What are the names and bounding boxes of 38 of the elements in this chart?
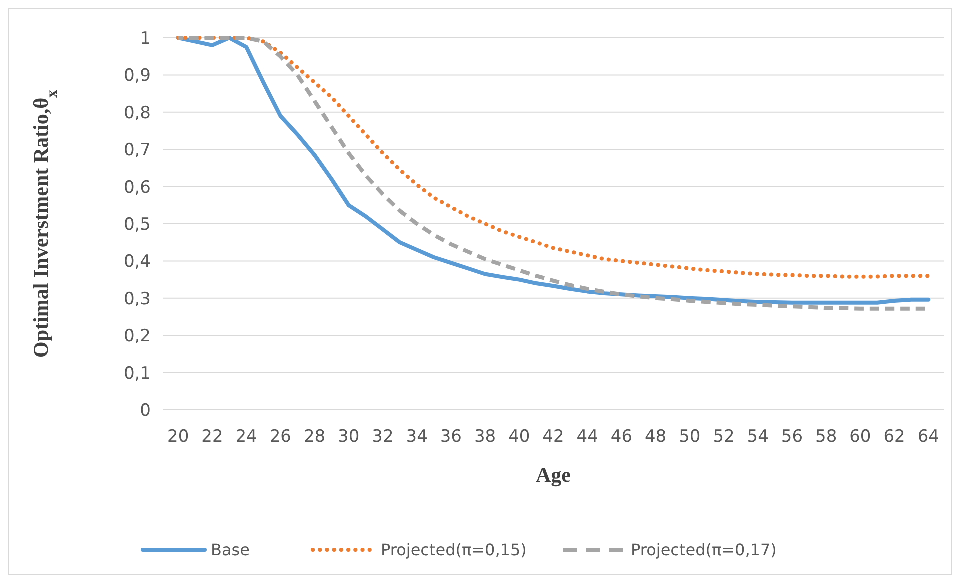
x-tick-label: 30 bbox=[338, 427, 360, 447]
x-tick-label: 28 bbox=[304, 427, 326, 447]
x-tick-label: 22 bbox=[202, 427, 224, 447]
y-tick-label: 0,2 bbox=[124, 326, 151, 347]
y-tick-label: 0,1 bbox=[124, 364, 151, 384]
x-tick-label: 40 bbox=[508, 427, 530, 447]
y-tick-label: 0,7 bbox=[124, 140, 151, 161]
x-tick-label: 46 bbox=[610, 427, 633, 447]
x-tick-label: 20 bbox=[168, 427, 190, 447]
y-tick-label: 0,5 bbox=[124, 214, 151, 235]
x-tick-label: 64 bbox=[918, 427, 940, 447]
x-tick-label: 24 bbox=[236, 427, 258, 447]
x-tick-label: 44 bbox=[576, 427, 598, 447]
x-axis-title: Age bbox=[536, 463, 571, 487]
x-tick-label: 60 bbox=[850, 427, 872, 447]
legend-label: Base bbox=[211, 540, 250, 560]
y-tick-label: 1 bbox=[140, 28, 151, 49]
x-tick-label: 54 bbox=[747, 427, 769, 447]
y-tick-label: 0,4 bbox=[124, 252, 151, 272]
x-tick-label: 62 bbox=[884, 427, 906, 447]
x-tick-label: 34 bbox=[406, 427, 428, 447]
legend-label: Projected(π=0,15) bbox=[381, 540, 527, 560]
x-tick-label: 58 bbox=[816, 427, 838, 447]
y-tick-label: 0,6 bbox=[124, 178, 151, 198]
x-tick-label: 36 bbox=[440, 427, 462, 447]
y-tick-label: 0,3 bbox=[124, 289, 151, 310]
y-tick-label: 0,8 bbox=[124, 103, 151, 124]
x-tick-label: 38 bbox=[474, 427, 496, 447]
x-tick-label: 26 bbox=[270, 427, 292, 447]
x-tick-label: 48 bbox=[644, 427, 667, 447]
x-tick-label: 52 bbox=[713, 427, 735, 447]
x-tick-label: 32 bbox=[372, 427, 394, 447]
y-tick-label: 0,9 bbox=[124, 66, 151, 86]
x-tick-label: 50 bbox=[679, 427, 701, 447]
legend-label: Projected(π=0,17) bbox=[631, 540, 777, 560]
x-tick-label: 42 bbox=[542, 427, 564, 447]
y-tick-label: 0 bbox=[140, 400, 151, 421]
x-tick-label: 56 bbox=[781, 427, 804, 447]
